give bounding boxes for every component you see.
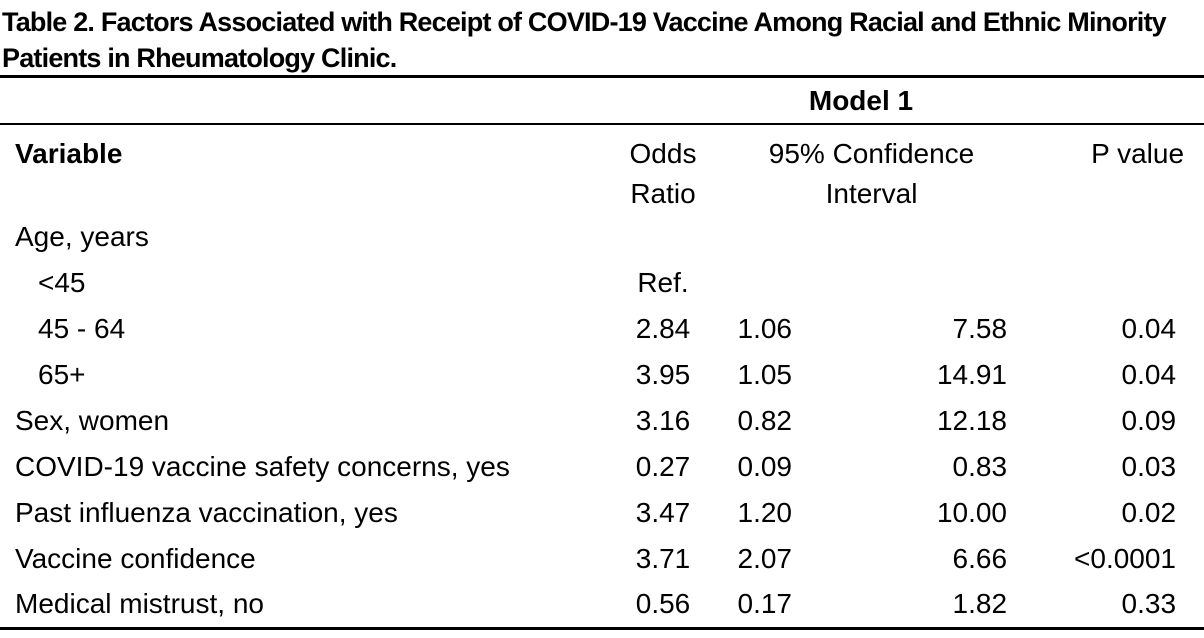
ci-lower-cell: 0.09 (737, 451, 793, 482)
table-row-age-under-45: <45 Ref. (0, 260, 1204, 306)
variable-cell: Sex, women (15, 405, 170, 436)
col-header-confidence-interval: 95% Confidence Interval (726, 125, 1017, 214)
col-header-variable: Variable (15, 138, 123, 169)
odds-ratio-cell: 3.47 (635, 497, 691, 528)
odds-ratio-cell: 0.27 (635, 451, 691, 482)
ci-lower-cell (726, 214, 802, 260)
ci-upper-cell: 12.18 (936, 405, 1008, 436)
ci-upper-cell (802, 214, 1017, 260)
variable-cell: Past influenza vaccination, yes (15, 497, 398, 528)
variable-cell: 45 - 64 (38, 313, 126, 344)
p-value-cell: <0.0001 (1074, 543, 1177, 574)
ci-upper-cell: 1.82 (952, 588, 1008, 620)
col-header-odds-ratio: Odds Ratio (600, 125, 726, 214)
p-value-cell: 0.09 (1121, 405, 1177, 436)
p-value-cell (1017, 260, 1204, 306)
table-row-past-influenza-vaccination: Past influenza vaccination, yes 3.47 1.2… (0, 490, 1204, 536)
p-value-cell: 0.33 (1121, 588, 1177, 620)
p-value-cell: 0.02 (1121, 497, 1177, 528)
ci-lower-cell (726, 260, 802, 306)
ci-upper-cell: 10.00 (936, 497, 1008, 528)
ci-upper-cell: 0.83 (952, 451, 1008, 482)
variable-cell: Age, years (15, 221, 149, 252)
p-value-cell: 0.03 (1121, 451, 1177, 482)
variable-cell: Medical mistrust, no (15, 588, 264, 620)
ci-upper-cell: 6.66 (952, 543, 1008, 574)
table-title: Table 2. Factors Associated with Receipt… (0, 0, 1204, 78)
table-row-medical-mistrust: Medical mistrust, no 0.56 0.17 1.82 0.33 (0, 582, 1204, 628)
odds-ratio-cell: 2.84 (635, 313, 691, 344)
results-table: Variable Odds Ratio 95% Confidence Inter… (0, 125, 1204, 630)
odds-ratio-cell: 3.95 (635, 359, 691, 390)
table-row-age-45-64: 45 - 64 2.84 1.06 7.58 0.04 (0, 306, 1204, 352)
p-value-cell: 0.04 (1121, 313, 1177, 344)
odds-ratio-header-line2: Ratio (630, 178, 696, 209)
ci-lower-cell: 1.20 (737, 497, 793, 528)
ci-lower-cell: 1.06 (737, 313, 793, 344)
ci-header-line1: 95% Confidence (768, 138, 975, 169)
variable-cell: <45 (38, 267, 86, 298)
col-header-p-value: P value (1091, 138, 1185, 169)
ci-upper-cell (802, 260, 1017, 306)
ci-lower-cell: 0.17 (737, 588, 793, 620)
ci-upper-cell: 7.58 (952, 313, 1008, 344)
variable-cell: 65+ (38, 359, 86, 390)
ci-lower-cell: 1.05 (737, 359, 793, 390)
ci-upper-cell: 14.91 (936, 359, 1008, 390)
table-row-age-65-plus: 65+ 3.95 1.05 14.91 0.04 (0, 352, 1204, 398)
p-value-cell (1017, 214, 1204, 260)
ci-header-line2: Interval (825, 178, 918, 209)
odds-ratio-cell (600, 214, 726, 260)
odds-ratio-cell: 0.56 (635, 588, 691, 620)
odds-ratio-cell: 3.71 (635, 543, 691, 574)
p-value-cell: 0.04 (1121, 359, 1177, 390)
model-header: Model 1 (808, 85, 914, 116)
table-row-age-years: Age, years (0, 214, 1204, 260)
table-row-vaccine-confidence: Vaccine confidence 3.71 2.07 6.66 <0.000… (0, 536, 1204, 582)
table-row-covid-safety-concerns: COVID-19 vaccine safety concerns, yes 0.… (0, 444, 1204, 490)
table-row-sex-women: Sex, women 3.16 0.82 12.18 0.09 (0, 398, 1204, 444)
header-row: Variable Odds Ratio 95% Confidence Inter… (0, 125, 1204, 214)
ci-lower-cell: 2.07 (737, 543, 793, 574)
odds-ratio-header-line1: Odds (629, 138, 697, 169)
odds-ratio-cell: 3.16 (635, 405, 691, 436)
odds-ratio-cell: Ref. (637, 267, 689, 298)
variable-cell: COVID-19 vaccine safety concerns, yes (15, 451, 510, 482)
ci-lower-cell: 0.82 (737, 405, 793, 436)
model-spanner-row: Model 1 (0, 78, 1204, 125)
variable-cell: Vaccine confidence (15, 543, 256, 574)
